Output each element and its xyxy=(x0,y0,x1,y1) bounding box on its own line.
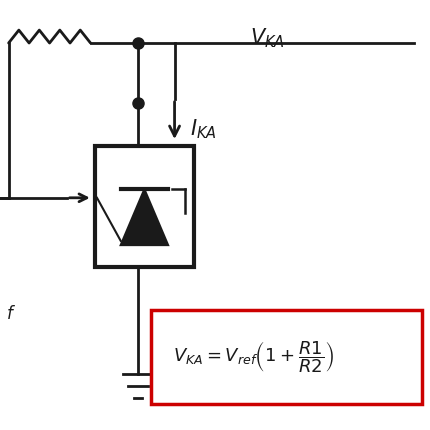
Polygon shape xyxy=(120,189,168,245)
Text: $V_{KA}$: $V_{KA}$ xyxy=(249,27,284,50)
Text: $f$: $f$ xyxy=(6,305,16,323)
Bar xyxy=(95,146,194,267)
Text: $V_{KA} = V_{ref}\left(1 + \dfrac{R1}{R2}\right)$: $V_{KA} = V_{ref}\left(1 + \dfrac{R1}{R2… xyxy=(173,339,334,375)
Bar xyxy=(150,310,421,404)
Text: $I_{KA}$: $I_{KA}$ xyxy=(189,117,216,141)
